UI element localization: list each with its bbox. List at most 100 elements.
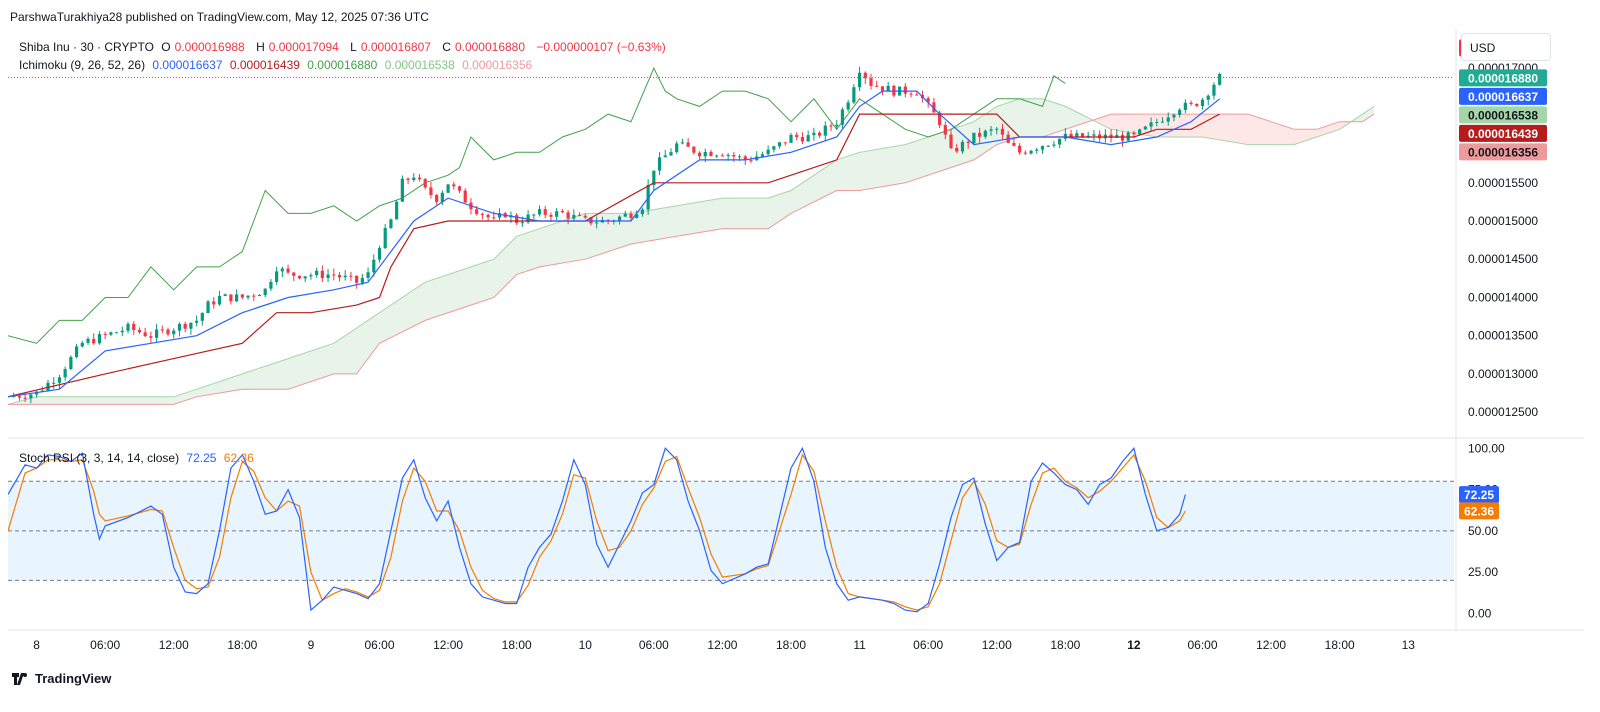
- kumo-cloud-bullish: [8, 98, 1094, 405]
- x-tick-label: 10: [579, 638, 593, 652]
- ichimoku-conversion-line: [7, 90, 1221, 398]
- stoch-badge: [1459, 486, 1499, 504]
- candle-body: [680, 142, 685, 144]
- candle-body: [435, 195, 439, 202]
- candle-body: [972, 132, 976, 144]
- candle-body: [675, 143, 679, 153]
- candle-body: [572, 214, 576, 219]
- stoch-badge-text: 62.36: [1464, 504, 1494, 518]
- candle-body: [132, 323, 136, 330]
- candle-body: [457, 186, 462, 191]
- candle-body: [269, 281, 273, 289]
- price-badge: [1459, 87, 1547, 105]
- candle-body: [1120, 135, 1125, 141]
- candle-body: [429, 187, 433, 196]
- stoch-y-tick-label: 100.00: [1468, 441, 1505, 455]
- candle-body: [983, 130, 987, 137]
- footer-brand[interactable]: TradingView: [12, 671, 111, 686]
- ichimoku-legend: Ichimoku (9, 26, 52, 26) 0.000016637 0.0…: [19, 58, 536, 72]
- candle-body: [737, 156, 742, 158]
- candle-body: [1200, 99, 1205, 107]
- y-tick-label: 0.000015500: [1468, 176, 1538, 190]
- candle-body: [669, 152, 673, 156]
- candle-body: [978, 132, 982, 137]
- y-tick-label: 0.000015000: [1468, 214, 1538, 228]
- candle-body: [1023, 152, 1027, 154]
- candle-body: [406, 178, 410, 181]
- candle-body: [275, 271, 279, 282]
- candle-body: [486, 214, 490, 218]
- brand-name: TradingView: [35, 671, 112, 686]
- stoch-k-value: 72.25: [186, 451, 217, 465]
- candle-body: [377, 248, 382, 260]
- candle-body: [1218, 73, 1222, 85]
- chart-area[interactable]: 0.000012500 0.000013000 0.000013500 0.00001…: [7, 30, 1584, 674]
- candle-body: [17, 396, 22, 398]
- price-badge: [1459, 124, 1547, 142]
- currency-selector[interactable]: USD: [1461, 33, 1551, 61]
- candle-body: [172, 330, 176, 335]
- candle-body: [852, 87, 856, 103]
- candle-body: [960, 141, 965, 152]
- candle-body: [772, 146, 776, 150]
- candle-body: [200, 313, 204, 321]
- candle-body: [280, 268, 284, 272]
- x-tick-label: 18:00: [1050, 638, 1080, 652]
- candle-body: [760, 154, 765, 157]
- candle-body: [1069, 133, 1073, 137]
- ichimoku-base-line: [7, 113, 1220, 398]
- candle-body: [1206, 95, 1210, 100]
- candle-body: [189, 322, 193, 329]
- stoch-y-tick-label: 0.00: [1468, 606, 1492, 620]
- candle-body: [46, 382, 50, 391]
- candle-body: [583, 215, 587, 218]
- candle-body: [400, 178, 404, 202]
- open-value: 0.000016988: [174, 40, 245, 54]
- candle-body: [155, 329, 159, 338]
- candle-body: [932, 102, 936, 113]
- candle-body: [1052, 144, 1056, 146]
- candle-body: [92, 338, 96, 344]
- candle-body: [229, 294, 233, 302]
- candle-body: [1035, 149, 1039, 151]
- candle-body: [372, 259, 376, 273]
- candle-body: [1195, 103, 1199, 107]
- candle-body: [875, 85, 879, 87]
- high-label: H: [256, 40, 265, 54]
- stoch-badge-text: 72.25: [1464, 488, 1494, 502]
- candle-body: [1098, 134, 1102, 139]
- candle-body: [492, 217, 496, 219]
- close-value: 0.000016880: [454, 40, 526, 54]
- candle-body: [97, 334, 102, 344]
- candle-body: [537, 209, 542, 215]
- stoch-d-value: 62.36: [223, 451, 254, 465]
- candle-body: [263, 288, 267, 296]
- price-badge: [1459, 106, 1547, 124]
- candle-body: [909, 93, 913, 95]
- candle-body: [452, 184, 456, 187]
- low-value: 0.000016807: [360, 40, 431, 54]
- candle-body: [343, 275, 347, 278]
- chart-svg[interactable]: 0.000012500 0.000013000 0.000013500 0.00001…: [7, 30, 1584, 674]
- y-tick-label: 0.000014500: [1468, 252, 1538, 266]
- candle-body: [812, 132, 816, 136]
- candle-body: [1183, 102, 1187, 110]
- candle-body: [389, 219, 393, 229]
- candle-body: [52, 382, 56, 384]
- candle-body: [726, 154, 730, 156]
- candle-body: [160, 329, 164, 331]
- candle-body: [320, 270, 324, 279]
- candle-body: [686, 142, 690, 147]
- candle-body: [1018, 145, 1022, 153]
- candle-body: [1075, 133, 1079, 137]
- candle-body: [709, 151, 713, 157]
- candle-body: [195, 320, 199, 323]
- ichimoku-lagging-line: [7, 67, 1066, 344]
- candle-body: [463, 190, 467, 203]
- candle-body: [337, 274, 342, 278]
- candle-body: [549, 214, 553, 217]
- candle-body: [955, 147, 959, 152]
- candle-body: [126, 323, 130, 331]
- candle-body: [183, 323, 187, 329]
- candle-body: [109, 332, 113, 335]
